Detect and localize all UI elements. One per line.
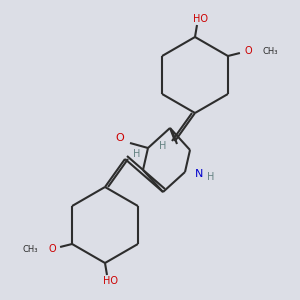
Text: HO: HO [103, 276, 118, 286]
Text: H: H [133, 149, 141, 159]
Text: O: O [48, 244, 56, 254]
Text: HO: HO [193, 14, 208, 24]
Text: O: O [116, 133, 124, 143]
Text: N: N [195, 169, 203, 179]
Text: CH₃: CH₃ [22, 244, 38, 253]
Text: O: O [244, 46, 252, 56]
Text: H: H [207, 172, 215, 182]
Text: CH₃: CH₃ [262, 46, 278, 56]
Text: H: H [159, 141, 167, 151]
